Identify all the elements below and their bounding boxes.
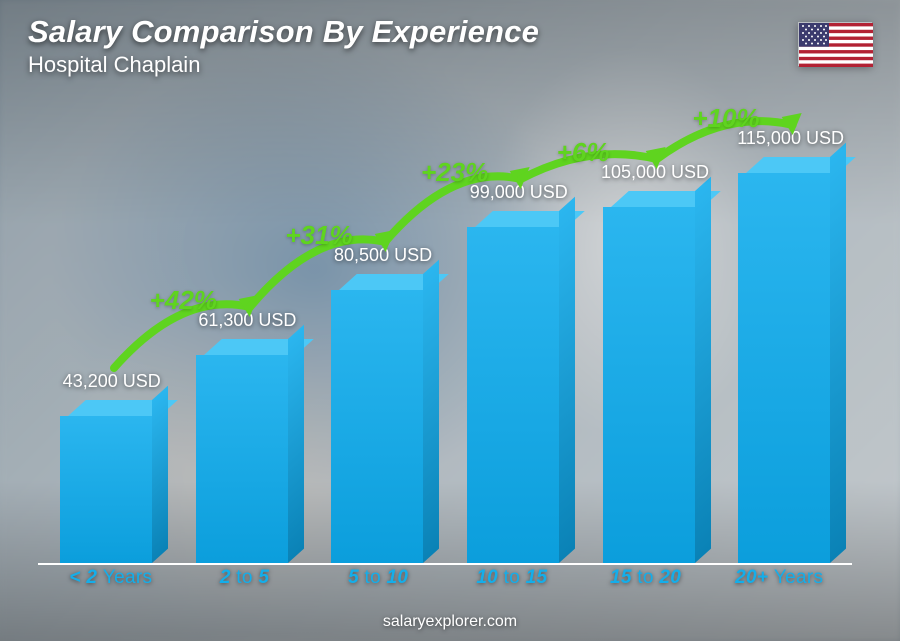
header: Salary Comparison By Experience Hospital… [28, 14, 539, 78]
bar-front-face [738, 173, 830, 563]
x-axis-label: 15 to 20 [579, 567, 713, 597]
bar-front-face [196, 355, 288, 563]
bar [60, 416, 152, 563]
bar-side-face [152, 386, 168, 563]
x-axis-label: 5 to 10 [311, 567, 445, 597]
growth-label: +6% [557, 137, 610, 168]
x-axis-label: 10 to 15 [445, 567, 579, 597]
bar [738, 173, 830, 563]
bar-front-face [467, 227, 559, 563]
page-title: Salary Comparison By Experience [28, 14, 539, 50]
bar-value-label: 43,200 USD [63, 371, 161, 392]
x-axis-label: 2 to 5 [178, 567, 312, 597]
growth-label: +42% [150, 285, 217, 316]
page-subtitle: Hospital Chaplain [28, 52, 539, 78]
growth-label: +10% [692, 103, 759, 134]
salary-bar-chart: 43,200 USD61,300 USD80,500 USD99,000 USD… [38, 77, 852, 597]
bar-side-face [830, 143, 846, 563]
bar-side-face [695, 177, 711, 563]
bar-front-face [60, 416, 152, 563]
flag-us-icon [798, 22, 872, 66]
bar-front-face [603, 207, 695, 563]
footer-attribution: salaryexplorer.com [0, 613, 900, 631]
bar [603, 207, 695, 563]
bar-slot: 115,000 USD [722, 93, 846, 563]
x-axis-labels: < 2 Years2 to 55 to 1010 to 1515 to 2020… [38, 567, 852, 597]
growth-label: +31% [285, 220, 352, 251]
bar-slot: 61,300 USD [180, 93, 304, 563]
bar-side-face [559, 197, 575, 563]
bar-side-face [423, 260, 439, 563]
x-axis-label: < 2 Years [44, 567, 178, 597]
bar [196, 355, 288, 563]
x-axis-label: 20+ Years [712, 567, 846, 597]
bar-slot: 43,200 USD [44, 93, 168, 563]
bar [467, 227, 559, 563]
bar-side-face [288, 325, 304, 563]
bar [331, 290, 423, 563]
bar-front-face [331, 290, 423, 563]
x-axis-line [38, 563, 852, 565]
bar-value-label: 105,000 USD [601, 162, 709, 183]
growth-label: +23% [421, 157, 488, 188]
